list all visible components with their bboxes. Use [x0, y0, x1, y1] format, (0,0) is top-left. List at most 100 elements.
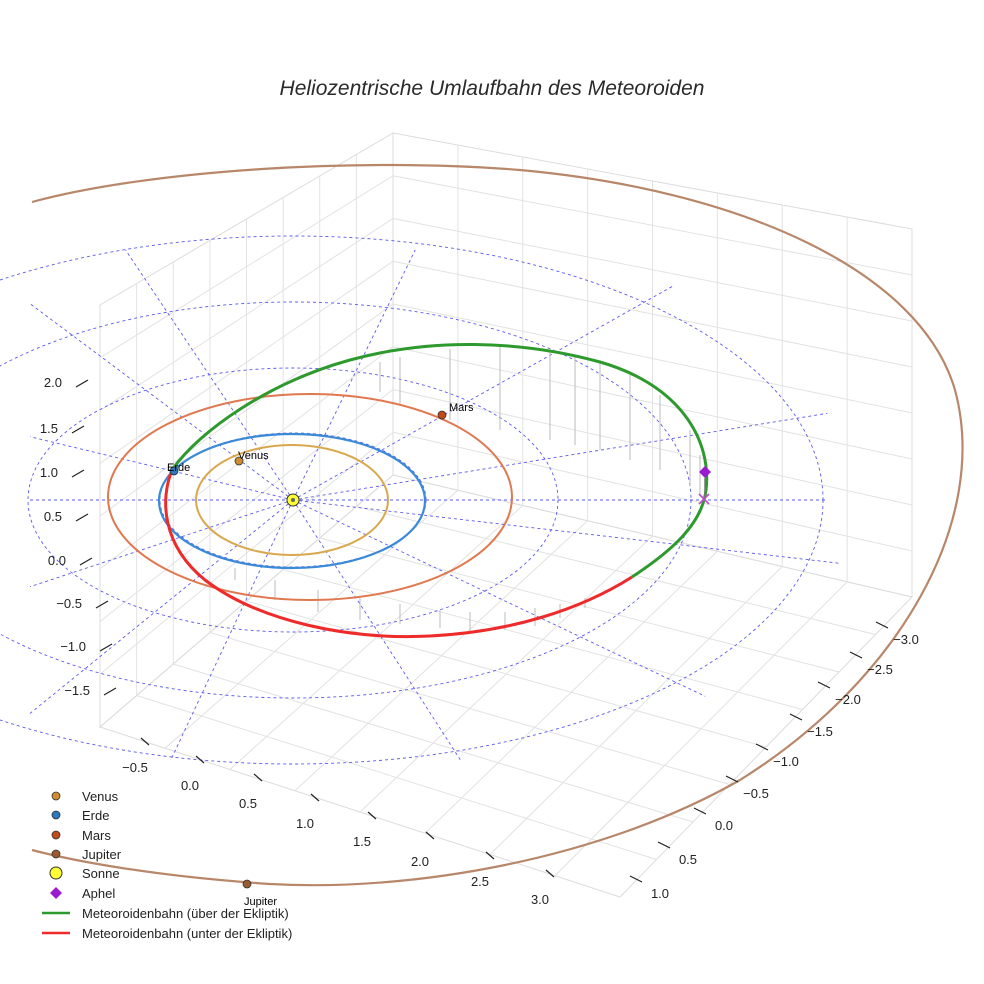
legend-item-venus[interactable]: Venus — [38, 786, 118, 806]
grid-line — [99, 346, 394, 570]
z-tick-mark — [103, 687, 117, 696]
legend-label-erde: Erde — [82, 807, 110, 823]
grid-line — [99, 431, 394, 675]
z-tick-mark — [99, 643, 113, 652]
venus-label: Venus — [238, 450, 269, 462]
y-tick-mark — [657, 841, 671, 849]
mars-legend-icon — [38, 825, 74, 845]
jupiter-orbit — [31, 163, 964, 887]
floor-pane — [99, 474, 913, 898]
jupiter-label: Jupiter — [244, 896, 277, 908]
legend-item-jupiter[interactable]: Jupiter — [38, 844, 121, 864]
legend-item-sonne[interactable]: Sonne — [38, 863, 120, 883]
aphel-projection-cross-b — [698, 493, 710, 505]
x-tick-mark — [195, 755, 205, 764]
ecliptic-guides — [0, 235, 840, 765]
legend-item-path-below[interactable]: Meteoroidenbahn (unter der Ekliptik) — [38, 923, 292, 943]
y-tick-mark — [875, 621, 889, 629]
x-tick-mark — [425, 831, 435, 840]
y-tick-mark — [849, 651, 863, 659]
earth-legend-icon — [38, 805, 74, 825]
meteoroid-path-below — [164, 469, 633, 638]
y-tick-label: −2.5 — [867, 662, 893, 677]
jupiter-marker — [242, 879, 252, 889]
grid-line — [282, 569, 803, 710]
grid-line — [99, 389, 394, 622]
legend-label-path-above: Meteoroidenbahn (über der Ekliptik) — [82, 905, 289, 921]
guide-spoke — [292, 499, 706, 697]
y-tick-mark — [693, 807, 707, 815]
legend-label-path-below: Meteoroidenbahn (unter der Ekliptik) — [82, 925, 293, 941]
z-tick-label: −0.5 — [56, 596, 82, 611]
path-above-legend-icon — [38, 903, 74, 923]
z-tick-label: −1.0 — [60, 639, 86, 654]
z-tick-label: 1.5 — [40, 421, 58, 436]
grid-line — [392, 431, 913, 552]
y-tick-label: 0.5 — [679, 852, 697, 867]
grid-line — [489, 566, 783, 855]
guide-circle — [0, 235, 824, 765]
z-tick-label: 2.0 — [44, 375, 62, 390]
y-tick-mark — [725, 775, 739, 783]
grid-line — [356, 506, 876, 635]
grid-lines — [99, 145, 913, 877]
grid-line — [392, 389, 913, 506]
earth-label: Erde — [167, 462, 190, 474]
x-tick-label: 1.0 — [296, 816, 314, 831]
x-tick-label: 0.5 — [239, 796, 257, 811]
x-tick-label: 3.0 — [531, 892, 549, 907]
jupiter-legend-icon — [38, 844, 74, 864]
guide-spoke — [292, 499, 840, 564]
y-tick-label: −0.5 — [743, 786, 769, 801]
y-tick-mark — [755, 743, 769, 751]
mars-marker — [437, 410, 447, 420]
z-tick-mark — [75, 379, 89, 388]
grid-line — [554, 581, 848, 877]
x-tick-mark — [367, 811, 377, 820]
y-tick-label: −3.0 — [893, 632, 919, 647]
y-tick-mark — [789, 713, 803, 721]
x-tick-label: 2.5 — [471, 874, 489, 889]
guide-spoke — [292, 249, 416, 501]
path-below-legend-icon — [38, 923, 74, 943]
y-tick-label: −2.0 — [835, 692, 861, 707]
x-tick-label: −0.5 — [122, 760, 148, 775]
grid-line — [424, 550, 718, 834]
legend-label-venus: Venus — [82, 788, 119, 804]
x-tick-mark — [545, 869, 555, 878]
z-tick-label: 0.5 — [44, 509, 62, 524]
sun-core — [291, 498, 295, 502]
y-tick-label: −1.0 — [773, 754, 799, 769]
z-tick-mark — [71, 425, 85, 434]
axis-ticks: 2.0 1.5 1.0 0.5 0.0 −0.5 −1.0 −1.5 −0.5 0.0 0.5 1.0… — [40, 375, 919, 907]
chart-title: Heliozentrische Umlaufbahn des Meteoroid… — [280, 77, 705, 100]
legend: Venus Erde Mars Jupiter Sonne Aphel Mete… — [38, 786, 358, 946]
z-tick-label: 0.0 — [48, 553, 66, 568]
mars-label: Mars — [449, 402, 474, 414]
z-tick-mark — [95, 600, 109, 609]
aphel-marker — [699, 466, 711, 478]
z-tick-label: −1.5 — [64, 683, 90, 698]
sun-legend-icon — [38, 863, 74, 883]
y-tick-label: −1.5 — [807, 724, 833, 739]
meteoroid-path-above — [170, 343, 709, 579]
drop-lines — [234, 345, 701, 632]
venus-legend-icon — [38, 786, 74, 806]
grid-line — [392, 303, 913, 414]
mars-orbit — [107, 393, 513, 601]
guide-spoke — [292, 286, 673, 501]
legend-item-erde[interactable]: Erde — [38, 805, 109, 825]
grid-line — [392, 346, 913, 460]
venus-orbit — [195, 444, 389, 556]
legend-label-sonne: Sonne — [82, 865, 120, 881]
y-tick-mark — [817, 681, 831, 689]
aphel-legend-icon — [38, 883, 74, 903]
earth-marker — [169, 466, 179, 476]
guide-spoke — [125, 249, 294, 501]
legend-item-path-above[interactable]: Meteoroidenbahn (über der Ekliptik) — [38, 903, 289, 923]
grid-line — [359, 535, 653, 813]
x-tick-label: 0.0 — [181, 778, 199, 793]
legend-item-mars[interactable]: Mars — [38, 825, 111, 845]
legend-item-aphel[interactable]: Aphel — [38, 883, 115, 903]
